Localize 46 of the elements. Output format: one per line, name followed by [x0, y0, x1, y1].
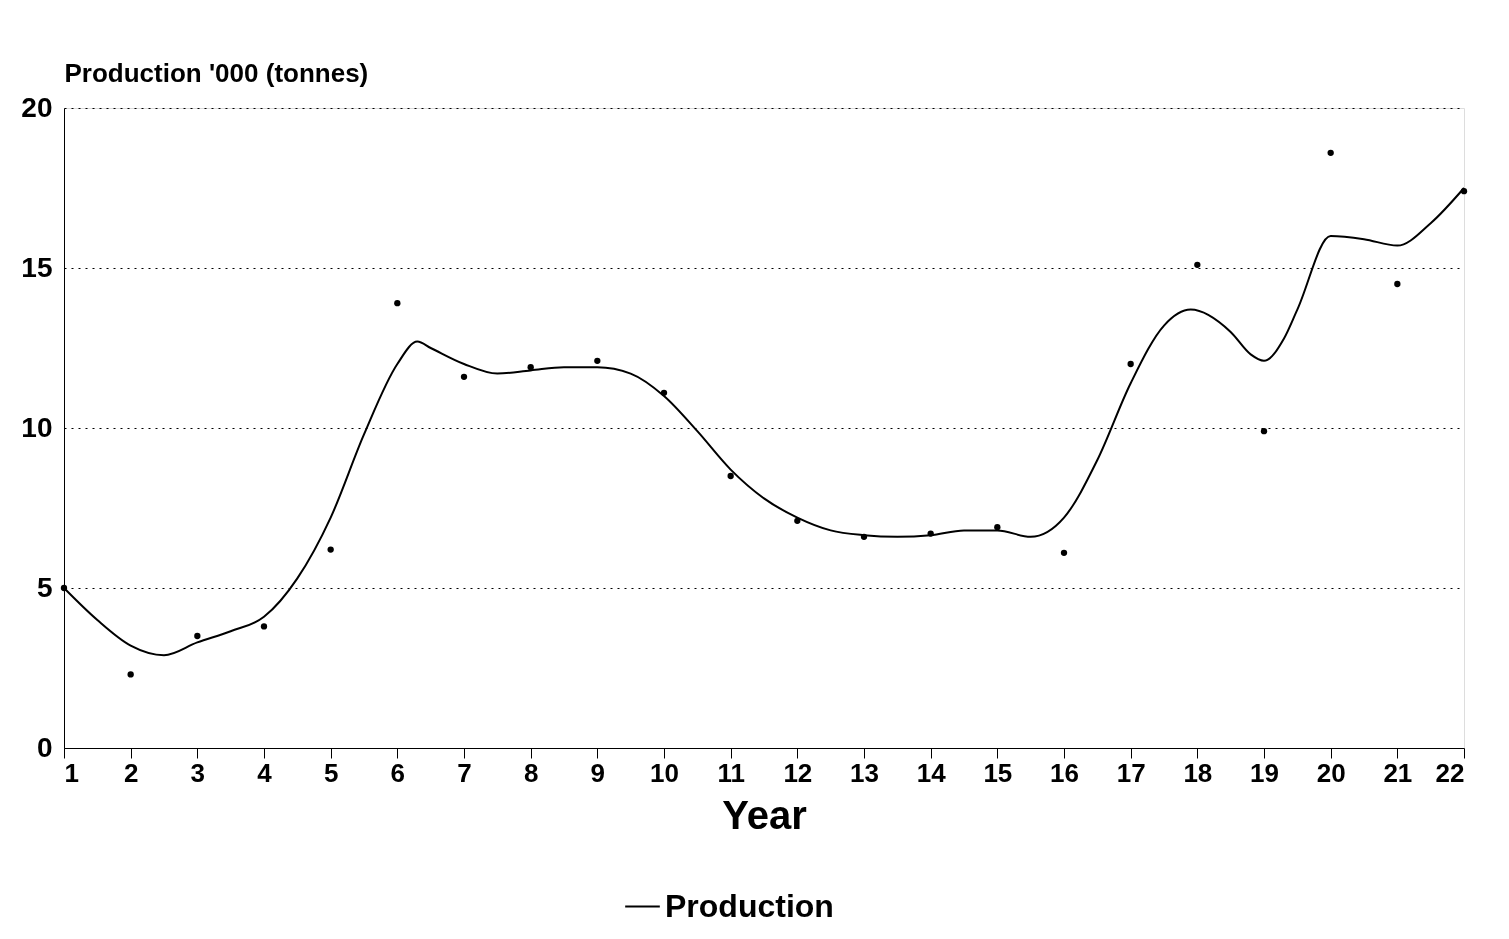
x-tick-label: 7: [457, 757, 472, 788]
y-tick-label: 15: [21, 251, 53, 283]
x-tick-label: 22: [1435, 757, 1465, 788]
x-tick-label: 19: [1250, 757, 1279, 788]
x-tick-label: 16: [1050, 757, 1079, 788]
point: [260, 623, 268, 630]
x-axis-title: Year: [722, 792, 807, 837]
point: [127, 671, 134, 678]
x-tick-label: 13: [850, 757, 879, 788]
point: [594, 357, 601, 364]
point: [994, 524, 1001, 531]
y-tick-label: 10: [21, 411, 53, 443]
point: [1127, 360, 1134, 368]
x-tick-label: 21: [1383, 757, 1413, 788]
point: [1060, 549, 1068, 556]
point: [194, 632, 201, 640]
x-tick-label: 15: [983, 757, 1013, 788]
x-tick-label: 4: [257, 757, 273, 788]
y-axis-title: Production '000 (tonnes): [64, 57, 369, 88]
x-tick-label: 2: [123, 757, 139, 788]
point: [527, 364, 534, 371]
x-tick-label: 1: [64, 757, 79, 788]
y-tick-label: 5: [36, 571, 53, 603]
point: [1260, 428, 1268, 435]
point: [1394, 280, 1401, 288]
x-tick-label: 18: [1183, 757, 1213, 788]
point: [1327, 149, 1334, 156]
x-tick-label: 3: [190, 757, 206, 788]
point: [1194, 261, 1201, 268]
x-tick-label: 10: [650, 757, 679, 788]
x-tick-label: 11: [717, 757, 745, 788]
x-tick-label: 17: [1116, 757, 1146, 788]
x-tick-label: 8: [523, 757, 539, 788]
legend-label: Production: [665, 887, 834, 924]
x-tick-label: 5: [323, 757, 339, 788]
point: [327, 546, 334, 553]
x-tick-label: 12: [783, 757, 813, 788]
y-tick-label: 0: [36, 731, 53, 763]
point: [460, 373, 468, 380]
x-tick-label: 14: [916, 757, 947, 788]
x-tick-label: 6: [390, 757, 406, 788]
y-tick-label: 20: [21, 91, 53, 123]
point: [727, 472, 734, 480]
x-tick-label: 9: [590, 757, 606, 788]
x-tick-label: 20: [1316, 757, 1346, 788]
point: [394, 300, 401, 307]
